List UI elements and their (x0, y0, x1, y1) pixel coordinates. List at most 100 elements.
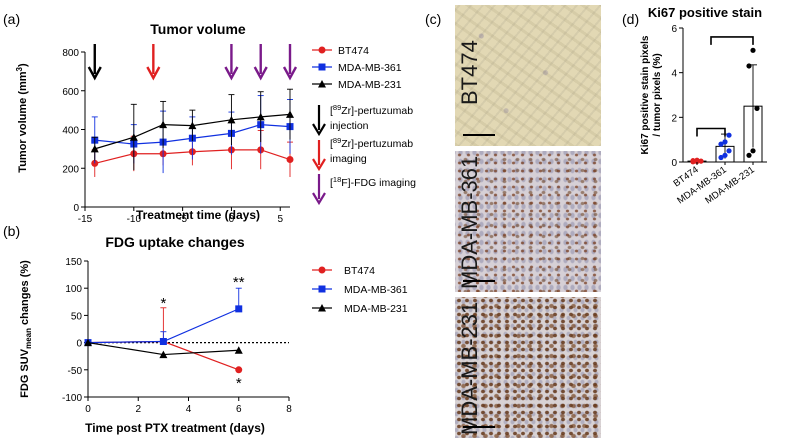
x-tick-label: 2 (135, 404, 141, 415)
significance-bracket (696, 127, 726, 137)
y-tick-label: 2 (671, 113, 677, 124)
timeline-arrow-head (146, 66, 161, 81)
timeline-arrow-head (224, 66, 239, 81)
micrograph-label: MDA-MB-361 (457, 155, 482, 289)
significance-mark: * (236, 375, 242, 392)
arrow-legend-injection-label: [89Zr]-pertuzumab (330, 103, 413, 117)
scale-bar (463, 134, 495, 136)
x-tick-label: 8 (286, 404, 292, 415)
arrow-legend-injection-head (312, 123, 326, 137)
micrograph-bt474: BT474 (455, 5, 601, 146)
y-tick-label: 0 (73, 203, 79, 214)
y-tick-label: -100 (62, 393, 82, 404)
fdg-uptake-chart: FDG uptake changes Time post PTX treatme… (19, 234, 408, 435)
legend-label: MDA-MB-231 (338, 79, 402, 91)
y-tick-label: 800 (62, 48, 79, 59)
significance-bracket (710, 36, 754, 45)
data-point (159, 120, 168, 129)
x-tick-label: 0 (85, 404, 91, 415)
legend-marker (318, 266, 326, 274)
data-point (188, 121, 197, 130)
micrograph-label: BT474 (457, 40, 482, 105)
legend-marker (318, 63, 326, 71)
y-tick-label: 6 (671, 24, 677, 35)
legend-label: BT474 (344, 265, 375, 277)
tumor-volume-chart: Tumor volume Treatment time (days) Tumor… (15, 21, 416, 225)
significance-mark: ** (233, 274, 245, 291)
data-point (722, 139, 728, 145)
timeline-arrow-head (282, 66, 298, 81)
tumor-volume-title: Tumor volume (150, 21, 246, 37)
y-tick-label: 200 (62, 164, 79, 175)
tumor-volume-ylabel: Tumor volume (mm3) (15, 63, 29, 173)
timeline-arrow-head (253, 66, 268, 81)
data-point (726, 148, 732, 154)
data-point (722, 152, 728, 158)
arrow-legend-imaging-label: [89Zr]-pertuzumab (330, 136, 413, 150)
data-point (235, 366, 243, 374)
significance-mark: * (160, 295, 166, 312)
x-tick-label: -5 (178, 214, 187, 225)
timeline-arrow-head (87, 66, 102, 81)
y-tick-label: 0 (671, 158, 677, 169)
arrow-legend-fdg-label: [18F]-FDG imaging (330, 175, 416, 189)
data-point (750, 148, 756, 154)
legend-marker (318, 285, 326, 293)
data-point (698, 158, 704, 164)
data-point (159, 338, 167, 346)
panel-label-b: (b) (3, 223, 20, 239)
data-point (234, 346, 243, 354)
fdg-uptake-ylabel: FDG SUVmean changes (%) (19, 260, 33, 398)
panel-label-d: (d) (622, 11, 639, 27)
micrograph-mda-mb-361: MDA-MB-361 (455, 151, 601, 292)
y-tick-label: 4 (671, 69, 677, 80)
data-point (235, 305, 243, 313)
data-point (129, 133, 138, 141)
scale-bar (463, 426, 495, 428)
data-point (754, 105, 760, 111)
y-tick-label: 150 (65, 257, 82, 268)
arrow-legend: [89Zr]-pertuzumab injection [89Zr]-pertu… (312, 103, 416, 206)
x-tick-label: -15 (78, 214, 93, 225)
y-tick-label: 400 (62, 126, 79, 137)
legend-marker (318, 46, 326, 54)
data-point (718, 154, 724, 161)
arrow-legend-imaging-label-2: imaging (330, 153, 367, 165)
data-point (84, 338, 92, 347)
fdg-uptake-xlabel: Time post PTX treatment (days) (85, 421, 265, 435)
arrow-legend-imaging-head (312, 158, 326, 172)
legend-label: MDA-MB-231 (344, 303, 408, 315)
micrograph-label: MDA-MB-231 (457, 301, 482, 435)
legend-marker (318, 304, 326, 312)
data-point (726, 132, 732, 138)
arrow-legend-injection-label-2: injection (330, 120, 369, 132)
panel-label-a: (a) (3, 11, 20, 27)
data-point (746, 152, 752, 158)
tumor-volume-xlabel: Treatment time (days) (136, 208, 260, 222)
x-tick-label: 4 (186, 404, 192, 415)
data-point (227, 115, 236, 124)
legend-label: BT474 (338, 45, 369, 57)
y-tick-label: 50 (71, 311, 83, 322)
ki67-title: Ki67 positive stain (648, 5, 762, 20)
data-point (159, 350, 168, 359)
data-point (750, 47, 756, 53)
legend-label: MDA-MB-361 (344, 284, 408, 296)
data-point (690, 158, 696, 164)
x-tick-label: 6 (236, 404, 242, 415)
x-tick-label: -10 (127, 214, 142, 225)
scale-bar (463, 280, 495, 282)
data-point (718, 141, 724, 147)
ki67-chart: Ki67 positive stain Ki67 positive stain … (640, 5, 767, 206)
data-point (256, 112, 265, 121)
x-tick-label: 5 (277, 214, 283, 225)
data-point (286, 110, 294, 118)
data-point (286, 156, 294, 164)
y-tick-label: 100 (65, 284, 82, 295)
y-tick-label: 0 (76, 339, 82, 350)
y-tick-label: 600 (62, 87, 79, 98)
data-point (90, 144, 99, 153)
legend-marker (318, 80, 326, 88)
data-point (694, 157, 700, 163)
